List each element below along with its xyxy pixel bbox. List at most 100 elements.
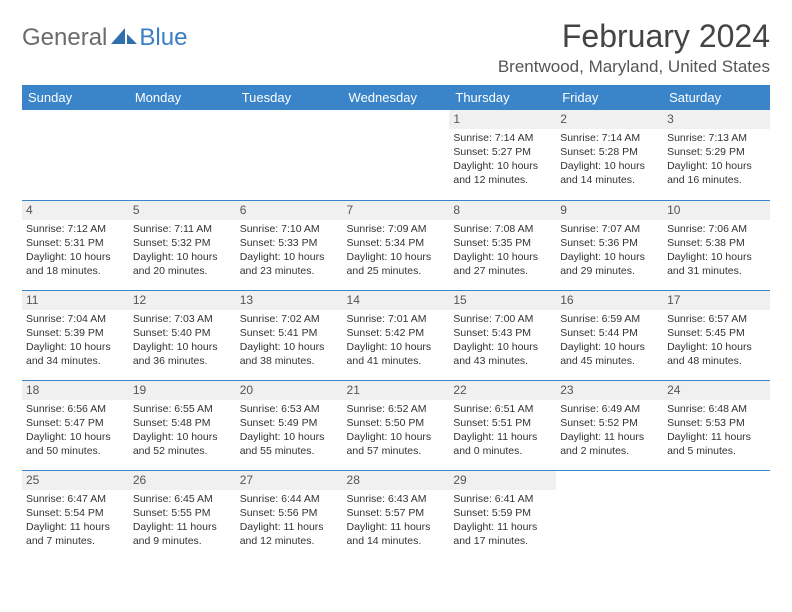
daylight-text: Daylight: 11 hours bbox=[26, 521, 125, 534]
calendar-cell: 27Sunrise: 6:44 AMSunset: 5:56 PMDayligh… bbox=[236, 470, 343, 560]
sunrise-text: Sunrise: 6:49 AM bbox=[560, 403, 659, 416]
day-number: 21 bbox=[343, 381, 450, 400]
sunset-text: Sunset: 5:39 PM bbox=[26, 327, 125, 340]
sunrise-text: Sunrise: 6:55 AM bbox=[133, 403, 232, 416]
sunrise-text: Sunrise: 7:08 AM bbox=[453, 223, 552, 236]
sunset-text: Sunset: 5:29 PM bbox=[667, 146, 766, 159]
calendar-cell: 3Sunrise: 7:13 AMSunset: 5:29 PMDaylight… bbox=[663, 110, 770, 200]
sunrise-text: Sunrise: 6:43 AM bbox=[347, 493, 446, 506]
daylight-text: and 55 minutes. bbox=[240, 445, 339, 458]
daylight-text: and 2 minutes. bbox=[560, 445, 659, 458]
daylight-text: Daylight: 10 hours bbox=[240, 251, 339, 264]
sunrise-text: Sunrise: 6:56 AM bbox=[26, 403, 125, 416]
calendar-week: 18Sunrise: 6:56 AMSunset: 5:47 PMDayligh… bbox=[22, 380, 770, 470]
day-number: 1 bbox=[449, 110, 556, 129]
day-number: 29 bbox=[449, 471, 556, 490]
sunrise-text: Sunrise: 6:57 AM bbox=[667, 313, 766, 326]
daylight-text: Daylight: 10 hours bbox=[240, 431, 339, 444]
header-row: Sunday Monday Tuesday Wednesday Thursday… bbox=[22, 85, 770, 110]
day-number: 22 bbox=[449, 381, 556, 400]
sunrise-text: Sunrise: 7:02 AM bbox=[240, 313, 339, 326]
sunset-text: Sunset: 5:52 PM bbox=[560, 417, 659, 430]
calendar-cell: 14Sunrise: 7:01 AMSunset: 5:42 PMDayligh… bbox=[343, 290, 450, 380]
daylight-text: Daylight: 10 hours bbox=[453, 341, 552, 354]
daylight-text: Daylight: 10 hours bbox=[667, 341, 766, 354]
daylight-text: Daylight: 11 hours bbox=[453, 521, 552, 534]
daylight-text: and 43 minutes. bbox=[453, 355, 552, 368]
day-number: 24 bbox=[663, 381, 770, 400]
day-number: 3 bbox=[663, 110, 770, 129]
calendar-cell: 9Sunrise: 7:07 AMSunset: 5:36 PMDaylight… bbox=[556, 200, 663, 290]
calendar-cell: 4Sunrise: 7:12 AMSunset: 5:31 PMDaylight… bbox=[22, 200, 129, 290]
calendar-cell: 17Sunrise: 6:57 AMSunset: 5:45 PMDayligh… bbox=[663, 290, 770, 380]
calendar-cell: 29Sunrise: 6:41 AMSunset: 5:59 PMDayligh… bbox=[449, 470, 556, 560]
daylight-text: and 25 minutes. bbox=[347, 265, 446, 278]
sunset-text: Sunset: 5:41 PM bbox=[240, 327, 339, 340]
day-number: 16 bbox=[556, 291, 663, 310]
daylight-text: Daylight: 10 hours bbox=[26, 341, 125, 354]
calendar-cell: 10Sunrise: 7:06 AMSunset: 5:38 PMDayligh… bbox=[663, 200, 770, 290]
month-title: February 2024 bbox=[498, 18, 770, 55]
daylight-text: Daylight: 10 hours bbox=[453, 251, 552, 264]
daylight-text: and 0 minutes. bbox=[453, 445, 552, 458]
day-number: 10 bbox=[663, 201, 770, 220]
calendar-cell: 21Sunrise: 6:52 AMSunset: 5:50 PMDayligh… bbox=[343, 380, 450, 470]
sunrise-text: Sunrise: 6:52 AM bbox=[347, 403, 446, 416]
calendar-body: 1Sunrise: 7:14 AMSunset: 5:27 PMDaylight… bbox=[22, 110, 770, 560]
day-number: 19 bbox=[129, 381, 236, 400]
daylight-text: and 18 minutes. bbox=[26, 265, 125, 278]
calendar-cell: 12Sunrise: 7:03 AMSunset: 5:40 PMDayligh… bbox=[129, 290, 236, 380]
day-number: 9 bbox=[556, 201, 663, 220]
daylight-text: and 20 minutes. bbox=[133, 265, 232, 278]
daylight-text: Daylight: 10 hours bbox=[240, 341, 339, 354]
sunset-text: Sunset: 5:33 PM bbox=[240, 237, 339, 250]
daylight-text: and 52 minutes. bbox=[133, 445, 232, 458]
sunrise-text: Sunrise: 6:53 AM bbox=[240, 403, 339, 416]
calendar-week: 11Sunrise: 7:04 AMSunset: 5:39 PMDayligh… bbox=[22, 290, 770, 380]
sunset-text: Sunset: 5:44 PM bbox=[560, 327, 659, 340]
daylight-text: and 12 minutes. bbox=[453, 174, 552, 187]
col-thursday: Thursday bbox=[449, 85, 556, 110]
daylight-text: and 23 minutes. bbox=[240, 265, 339, 278]
calendar-cell bbox=[236, 110, 343, 200]
header: General Blue February 2024 Brentwood, Ma… bbox=[22, 18, 770, 77]
daylight-text: Daylight: 10 hours bbox=[667, 251, 766, 264]
calendar-cell bbox=[556, 470, 663, 560]
sunset-text: Sunset: 5:28 PM bbox=[560, 146, 659, 159]
calendar-cell bbox=[663, 470, 770, 560]
sunrise-text: Sunrise: 7:10 AM bbox=[240, 223, 339, 236]
sunrise-text: Sunrise: 6:44 AM bbox=[240, 493, 339, 506]
sunrise-text: Sunrise: 7:09 AM bbox=[347, 223, 446, 236]
sunrise-text: Sunrise: 7:07 AM bbox=[560, 223, 659, 236]
daylight-text: Daylight: 10 hours bbox=[453, 160, 552, 173]
day-number: 25 bbox=[22, 471, 129, 490]
sunrise-text: Sunrise: 6:51 AM bbox=[453, 403, 552, 416]
day-number: 4 bbox=[22, 201, 129, 220]
calendar-cell: 6 Sunrise: 7:10 AMSunset: 5:33 PMDaylight… bbox=[236, 200, 343, 290]
calendar-cell: 24Sunrise: 6:48 AMSunset: 5:53 PMDayligh… bbox=[663, 380, 770, 470]
calendar-cell: 16Sunrise: 6:59 AMSunset: 5:44 PMDayligh… bbox=[556, 290, 663, 380]
sunset-text: Sunset: 5:48 PM bbox=[133, 417, 232, 430]
daylight-text: and 9 minutes. bbox=[133, 535, 232, 548]
sunset-text: Sunset: 5:51 PM bbox=[453, 417, 552, 430]
daylight-text: and 17 minutes. bbox=[453, 535, 552, 548]
daylight-text: Daylight: 11 hours bbox=[453, 431, 552, 444]
sunset-text: Sunset: 5:55 PM bbox=[133, 507, 232, 520]
day-number: 14 bbox=[343, 291, 450, 310]
calendar-cell: 28Sunrise: 6:43 AMSunset: 5:57 PMDayligh… bbox=[343, 470, 450, 560]
daylight-text: and 27 minutes. bbox=[453, 265, 552, 278]
calendar-table: Sunday Monday Tuesday Wednesday Thursday… bbox=[22, 85, 770, 560]
sunrise-text: Sunrise: 6:45 AM bbox=[133, 493, 232, 506]
day-number: 6 bbox=[236, 201, 343, 220]
sunset-text: Sunset: 5:49 PM bbox=[240, 417, 339, 430]
calendar-cell: 2Sunrise: 7:14 AMSunset: 5:28 PMDaylight… bbox=[556, 110, 663, 200]
day-number: 27 bbox=[236, 471, 343, 490]
day-number: 5 bbox=[129, 201, 236, 220]
daylight-text: and 5 minutes. bbox=[667, 445, 766, 458]
sunrise-text: Sunrise: 7:11 AM bbox=[133, 223, 232, 236]
daylight-text: Daylight: 10 hours bbox=[667, 160, 766, 173]
day-number: 7 bbox=[343, 201, 450, 220]
daylight-text: and 16 minutes. bbox=[667, 174, 766, 187]
day-number: 15 bbox=[449, 291, 556, 310]
daylight-text: Daylight: 10 hours bbox=[133, 251, 232, 264]
